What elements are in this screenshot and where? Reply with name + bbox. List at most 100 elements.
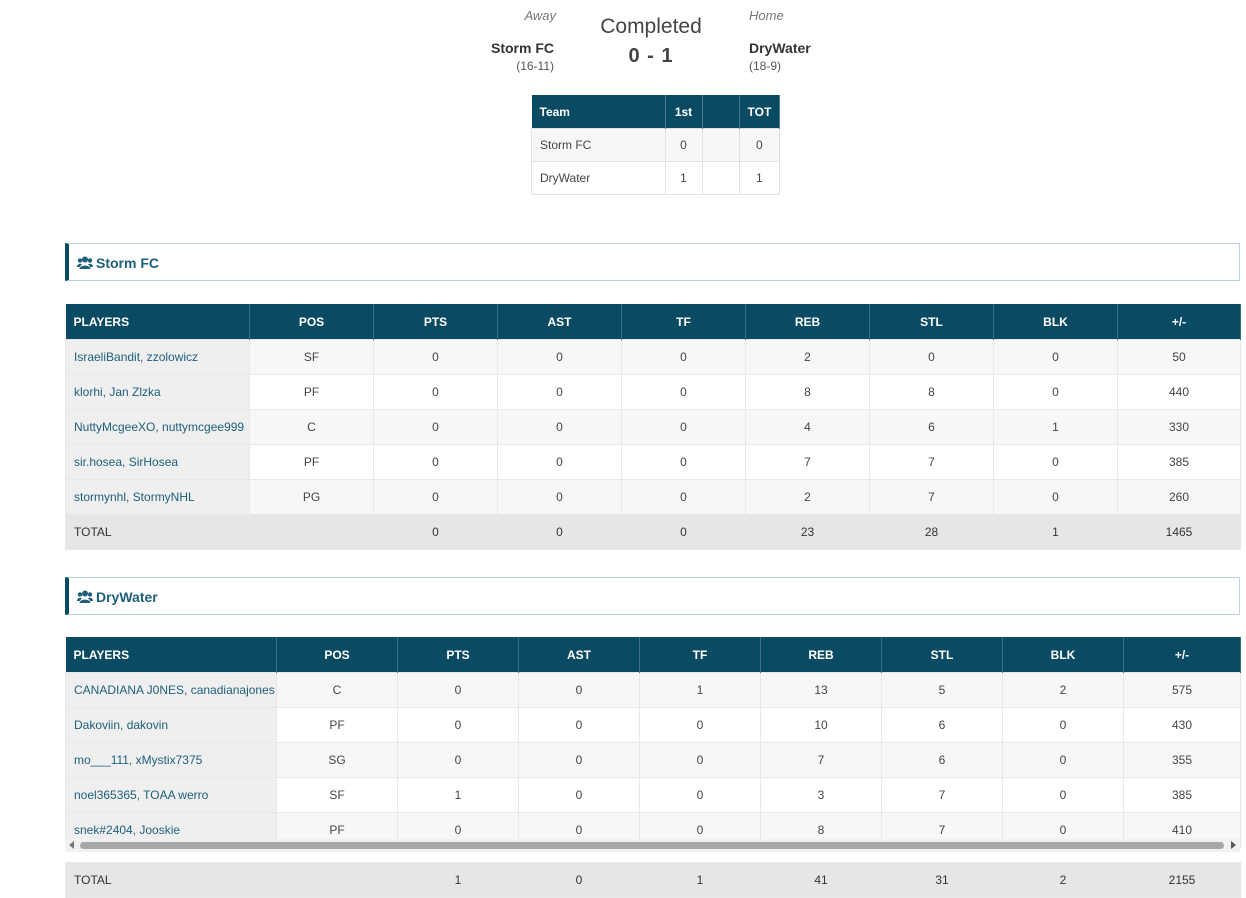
stat-pos: PF (249, 444, 374, 480)
stat-stl: 5 (881, 672, 1003, 708)
away-team-name[interactable]: Storm FC (491, 40, 554, 56)
column-header-total: TOT (739, 95, 781, 129)
stat-ast: 0 (497, 444, 622, 480)
stat-reb: 8 (745, 374, 870, 410)
totals-row: TOTAL 0 0 0 23 28 1 1465 (65, 514, 1241, 550)
player-name[interactable]: sir.hosea, SirHosea (65, 444, 250, 480)
column-header-pts[interactable]: PTS (397, 637, 519, 673)
line-score-period-1: 0 (664, 128, 703, 162)
stat-tf: 0 (639, 742, 761, 778)
total-ast: 0 (518, 862, 640, 898)
player-name[interactable]: Dakoviin, dakovin (65, 707, 277, 743)
users-icon (77, 256, 93, 269)
stat-pts: 0 (373, 444, 498, 480)
users-icon (77, 590, 93, 603)
column-header-plus-minus[interactable]: +/- (1117, 304, 1241, 340)
column-header-ast[interactable]: AST (518, 637, 640, 673)
stat-plus-minus: 385 (1123, 777, 1241, 813)
stat-reb: 13 (760, 672, 882, 708)
column-header-plus-minus[interactable]: +/- (1123, 637, 1241, 673)
stat-reb: 3 (760, 777, 882, 813)
column-header-blk[interactable]: BLK (1002, 637, 1124, 673)
player-name[interactable]: mo___111, xMystix7375 (65, 742, 277, 778)
scroll-left-arrow-icon[interactable] (69, 841, 74, 849)
stat-tf: 0 (621, 444, 746, 480)
stat-stl: 6 (881, 742, 1003, 778)
total-ast: 0 (497, 514, 622, 550)
stat-stl: 8 (869, 374, 994, 410)
stat-pos: PG (249, 479, 374, 515)
stat-reb: 7 (760, 742, 882, 778)
stat-ast: 0 (497, 339, 622, 375)
stat-pts: 0 (373, 339, 498, 375)
stat-tf: 1 (639, 672, 761, 708)
player-row: sir.hosea, SirHosea PF 0 0 0 7 7 0 385 (65, 444, 1241, 480)
horizontal-scrollbar[interactable] (65, 839, 1240, 852)
stat-blk: 1 (993, 409, 1118, 445)
column-header-pts[interactable]: PTS (373, 304, 498, 340)
column-header-stl[interactable]: STL (881, 637, 1003, 673)
stat-ast: 0 (497, 409, 622, 445)
column-header-tf[interactable]: TF (639, 637, 761, 673)
player-name[interactable]: stormynhl, StormyNHL (65, 479, 250, 515)
stat-pts: 0 (373, 409, 498, 445)
total-plus-minus: 1465 (1117, 514, 1241, 550)
stat-reb: 2 (745, 339, 870, 375)
player-name[interactable]: CANADIANA J0NES, canadianajones (65, 672, 277, 708)
stat-pos: SF (276, 777, 398, 813)
column-header-tf[interactable]: TF (621, 304, 746, 340)
player-name[interactable]: NuttyMcgeeXO, nuttymcgee999 (65, 409, 250, 445)
total-blk: 1 (993, 514, 1118, 550)
column-header-ast[interactable]: AST (497, 304, 622, 340)
stat-pts: 0 (373, 479, 498, 515)
stat-plus-minus: 330 (1117, 409, 1241, 445)
game-scoreboard: Away Home Storm FC (16-11) DryWater (18-… (0, 0, 1246, 80)
player-row: mo___111, xMystix7375 SG 0 0 0 7 6 0 355 (65, 742, 1241, 778)
line-score-team: Storm FC (531, 128, 666, 162)
total-reb: 41 (760, 862, 882, 898)
player-name[interactable]: IsraeliBandit, zzolowicz (65, 339, 250, 375)
line-score-row: Storm FC 0 0 (531, 128, 781, 162)
team-heading-title[interactable]: DryWater (96, 589, 158, 605)
stat-blk: 0 (993, 444, 1118, 480)
home-team-record: (18-9) (749, 59, 782, 73)
column-header-players[interactable]: PLAYERS (65, 637, 277, 673)
line-score-period-1: 1 (664, 161, 703, 195)
total-pos (276, 862, 398, 898)
player-name[interactable]: noel365365, TOAA werro (65, 777, 277, 813)
line-score-total: 1 (738, 161, 781, 195)
stats-header-row: PLAYERS POS PTS AST TF REB STL BLK +/- (65, 637, 1241, 673)
scroll-right-arrow-icon[interactable] (1231, 841, 1236, 849)
home-team-name[interactable]: DryWater (749, 40, 811, 56)
total-pos (249, 514, 374, 550)
stat-tf: 0 (621, 409, 746, 445)
player-name[interactable]: klorhi, Jan Zlzka (65, 374, 250, 410)
stat-reb: 7 (745, 444, 870, 480)
stat-blk: 0 (1002, 707, 1124, 743)
stat-pos: PF (249, 374, 374, 410)
column-header-pos[interactable]: POS (249, 304, 374, 340)
column-header-reb[interactable]: REB (760, 637, 882, 673)
total-tf: 0 (621, 514, 746, 550)
total-tf: 1 (639, 862, 761, 898)
scrollbar-thumb[interactable] (80, 842, 1224, 849)
column-header-blk[interactable]: BLK (993, 304, 1118, 340)
column-header-period-2 (702, 95, 740, 129)
line-score-table: Team 1st TOT Storm FC 0 0 DryWater 1 1 (531, 95, 781, 195)
totals-label: TOTAL (65, 862, 277, 898)
stat-pts: 0 (397, 707, 519, 743)
game-status: Completed (600, 15, 702, 38)
team-heading-title[interactable]: Storm FC (96, 255, 159, 271)
stat-ast: 0 (497, 479, 622, 515)
stat-ast: 0 (518, 672, 640, 708)
stat-tf: 0 (639, 777, 761, 813)
stat-plus-minus: 355 (1123, 742, 1241, 778)
column-header-reb[interactable]: REB (745, 304, 870, 340)
stat-reb: 2 (745, 479, 870, 515)
player-row: CANADIANA J0NES, canadianajones C 0 0 1 … (65, 672, 1241, 708)
column-header-stl[interactable]: STL (869, 304, 994, 340)
stat-pos: C (249, 409, 374, 445)
total-pts: 1 (397, 862, 519, 898)
column-header-pos[interactable]: POS (276, 637, 398, 673)
column-header-players[interactable]: PLAYERS (65, 304, 250, 340)
